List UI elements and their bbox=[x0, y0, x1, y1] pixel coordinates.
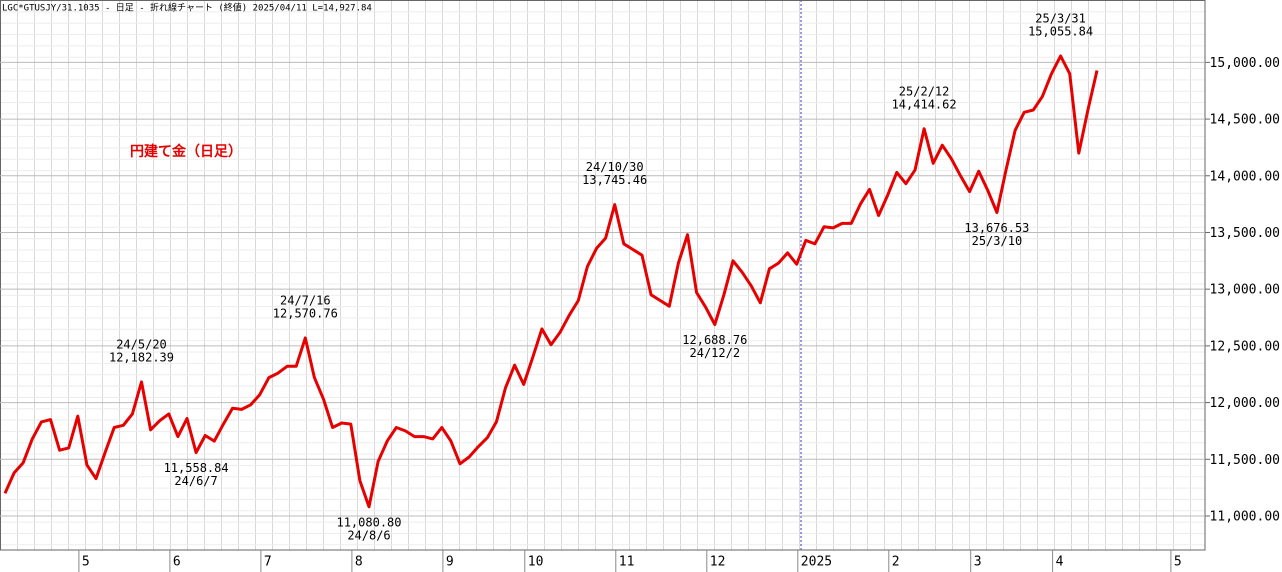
annotation-date: 24/12/2 bbox=[690, 346, 741, 360]
y-tick-label: 11,500.00 bbox=[1210, 453, 1280, 468]
annotation-price: 13,745.46 bbox=[582, 173, 647, 187]
annotation-price: 12,182.39 bbox=[109, 350, 174, 364]
x-tick-label: 9 bbox=[446, 555, 454, 570]
x-tick-label: 4 bbox=[1056, 555, 1064, 570]
annotation-date: 25/3/31 bbox=[1035, 12, 1086, 26]
annotation-date: 24/6/7 bbox=[174, 474, 217, 488]
annotation-date: 24/5/20 bbox=[116, 337, 167, 351]
price-line bbox=[3, 54, 1099, 509]
x-tick-label: 7 bbox=[264, 555, 272, 570]
x-tick-label: 2025 bbox=[801, 555, 832, 570]
chart-label: 円建て金（日足） bbox=[130, 143, 242, 160]
x-tick-label: 5 bbox=[82, 555, 90, 570]
y-tick-label: 13,000.00 bbox=[1210, 283, 1280, 298]
annotation-price: 14,414.62 bbox=[892, 97, 957, 111]
y-tick-label: 14,000.00 bbox=[1210, 169, 1280, 184]
marks: 11,000.00 11,500.00 12,000.00 12,500.00 13,0… bbox=[0, 12, 1280, 572]
y-tick-label: 13,500.00 bbox=[1210, 226, 1280, 241]
x-tick-label: 6 bbox=[173, 555, 181, 570]
annotation-price: 12,570.76 bbox=[273, 306, 338, 320]
annotation-price: 13,676.53 bbox=[964, 221, 1029, 235]
x-tick-label: 12 bbox=[710, 555, 726, 570]
x-tick-label: 3 bbox=[974, 555, 982, 570]
x-tick-label: 2 bbox=[892, 555, 900, 570]
y-tick-label: 15,000.00 bbox=[1210, 56, 1280, 71]
chart-title: LGC*GTUSJY/31.1035 - 日足 - 折れ線チャート (終値) 2… bbox=[2, 2, 372, 14]
x-tick-label: 10 bbox=[528, 555, 544, 570]
annotation-date: 25/3/10 bbox=[972, 234, 1023, 248]
annotation-price: 15,055.84 bbox=[1028, 25, 1093, 39]
annotation-date: 25/2/12 bbox=[899, 84, 950, 98]
grid-background bbox=[0, 0, 1205, 550]
annotation-price: 11,558.84 bbox=[164, 461, 229, 475]
x-tick-label: 11 bbox=[619, 555, 635, 570]
x-tick-label: 5 bbox=[1174, 555, 1182, 570]
y-tick-label: 14,500.00 bbox=[1210, 113, 1280, 128]
annotation-date: 24/10/30 bbox=[586, 160, 644, 174]
y-tick-label: 12,000.00 bbox=[1210, 396, 1280, 411]
y-tick-label: 12,500.00 bbox=[1210, 339, 1280, 354]
y-tick-label: 11,000.00 bbox=[1210, 509, 1280, 524]
annotation-price: 12,688.76 bbox=[682, 333, 747, 347]
annotation-price: 11,080.80 bbox=[336, 515, 401, 529]
x-tick-label: 8 bbox=[355, 555, 363, 570]
annotation-date: 24/7/16 bbox=[280, 293, 331, 307]
annotation-date: 24/8/6 bbox=[347, 528, 390, 542]
